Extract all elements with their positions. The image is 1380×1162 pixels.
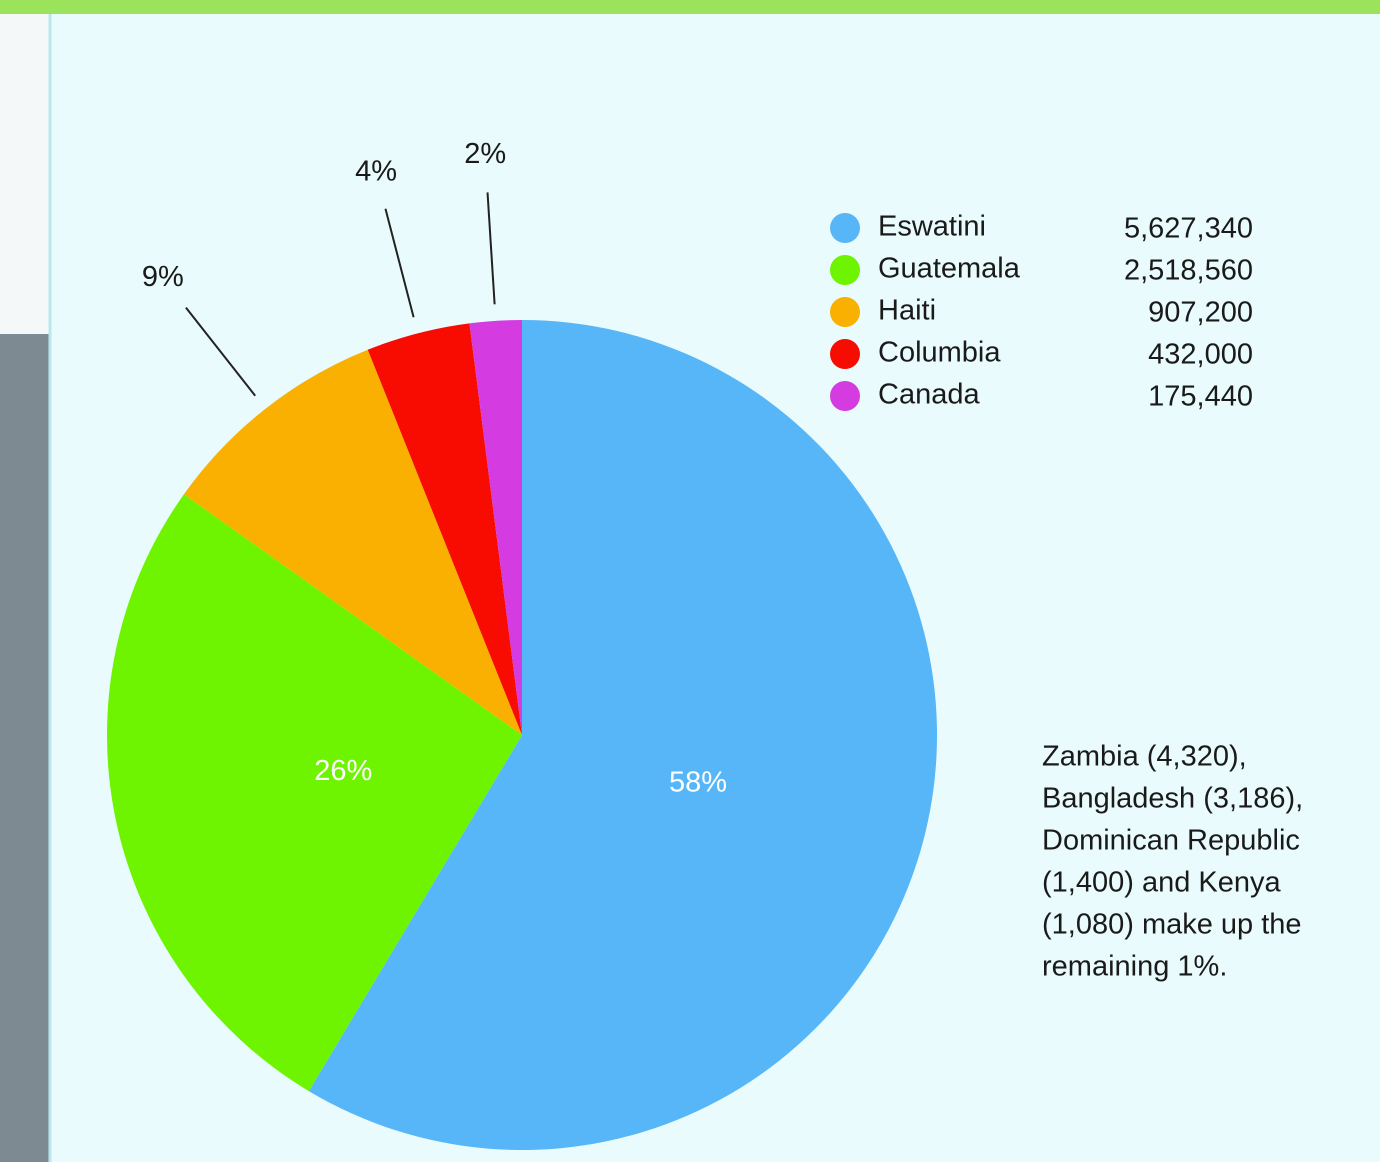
- legend-amount: 175,440: [1148, 381, 1253, 413]
- legend-label: Eswatini: [878, 211, 986, 243]
- top-bar: [0, 0, 1380, 14]
- slice-label: 9%: [142, 261, 184, 293]
- legend-marker: [830, 381, 860, 411]
- note-line: Dominican Republic: [1042, 825, 1300, 857]
- legend-amount: 2,518,560: [1124, 255, 1253, 287]
- side-photo: [0, 334, 50, 1162]
- legend-marker: [830, 255, 860, 285]
- note-line: remaining 1%.: [1042, 951, 1227, 983]
- note-line: (1,400) and Kenya: [1042, 867, 1281, 899]
- legend-amount: 907,200: [1148, 297, 1253, 329]
- slice-label: 58%: [669, 766, 727, 798]
- legend-amount: 5,627,340: [1124, 213, 1253, 245]
- legend-label: Haiti: [878, 295, 936, 327]
- legend-amount: 432,000: [1148, 339, 1253, 371]
- slice-label: 4%: [355, 155, 397, 187]
- legend-label: Canada: [878, 379, 980, 411]
- legend-label: Columbia: [878, 337, 1001, 369]
- slice-label: 26%: [314, 755, 372, 787]
- legend-marker: [830, 339, 860, 369]
- legend-marker: [830, 213, 860, 243]
- slice-label: 2%: [464, 138, 506, 170]
- note-line: Bangladesh (3,186),: [1042, 783, 1303, 815]
- legend-label: Guatemala: [878, 253, 1021, 285]
- side-strip: [0, 14, 50, 334]
- note-line: Zambia (4,320),: [1042, 741, 1247, 773]
- legend-marker: [830, 297, 860, 327]
- note-line: (1,080) make up the: [1042, 909, 1302, 941]
- chart: 58% 26% 9% 4% 2% Eswatini 5,627,340 Guatemala 2,…: [0, 0, 1380, 1162]
